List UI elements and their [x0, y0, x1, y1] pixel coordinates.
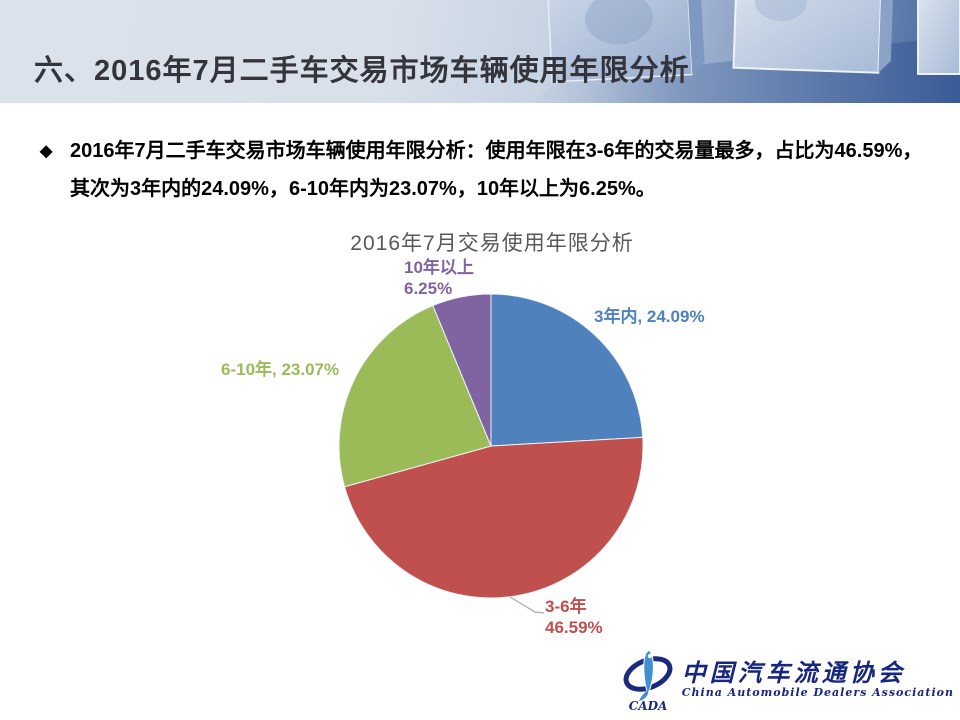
cada-logo: CADA 中国汽车流通协会 China Automobile Dealers A…: [622, 648, 954, 712]
pie-label-3-6yr-value: 46.59%: [545, 618, 603, 637]
pie-label-3-6yr: 3-6年 46.59%: [545, 596, 603, 638]
cada-acronym: CADA: [628, 699, 667, 712]
pie-slice-3: [338, 304, 492, 488]
cada-logo-icon: CADA: [623, 649, 673, 712]
pie-label-3-6yr-name: 3-6年: [545, 597, 587, 616]
pie-label-within-3yr: 3年内, 24.09%: [594, 307, 705, 326]
pie-chart: [326, 281, 656, 611]
slide-title: 六、2016年7月二手车交易市场车辆使用年限分析: [34, 55, 690, 87]
chart-title: 2016年7月交易使用年限分析: [350, 232, 634, 255]
diamond-bullet-icon: ◆: [40, 143, 53, 160]
summary-paragraph: ◆ 2016年7月二手车交易市场车辆使用年限分析：使用年限在3-6年的交易量最多…: [40, 132, 928, 208]
pie-svg: [338, 293, 644, 599]
cada-logo-text: 中国汽车流通协会 China Automobile Dealers Associ…: [682, 660, 954, 700]
pie-slice-2: [343, 436, 644, 599]
slide-header: 六、2016年7月二手车交易市场车辆使用年限分析: [0, 0, 960, 103]
pie-slice-1: [490, 293, 644, 447]
pie-label-over-10yr-value: 6.25%: [404, 279, 453, 298]
summary-text: 2016年7月二手车交易市场车辆使用年限分析：使用年限在3-6年的交易量最多，占…: [70, 140, 923, 200]
leader-line-3-6yr: [509, 596, 545, 614]
pie-slice-4: [432, 293, 492, 447]
pie-label-over-10yr-name: 10年以上: [404, 258, 474, 277]
header-cubes-art: [530, 0, 960, 103]
org-name-chinese: 中国汽车流通协会: [681, 658, 906, 687]
cube-left: [546, 0, 705, 83]
org-name-english: China Automobile Dealers Association: [681, 686, 954, 699]
cube-right: [917, 0, 960, 75]
pie-label-6-10yr: 6-10年, 23.07%: [221, 360, 340, 379]
pie-label-over-10yr: 10年以上 6.25%: [404, 257, 474, 299]
cube-center: [732, 0, 894, 74]
